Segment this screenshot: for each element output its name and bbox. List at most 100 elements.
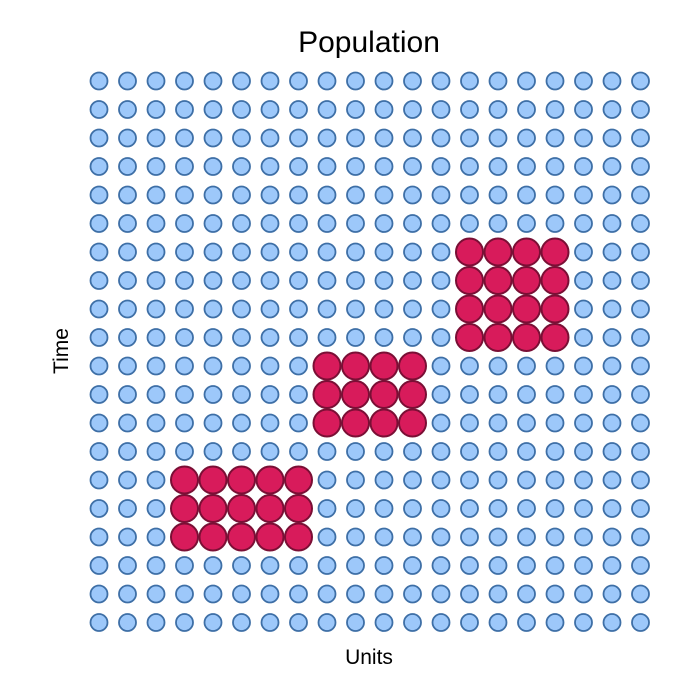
dot [317,185,337,205]
dot [374,556,394,575]
dot [488,100,508,119]
chart-title: Population [298,26,440,59]
dot [289,185,308,205]
dot [431,242,451,262]
dot [317,128,337,148]
dot [545,556,565,575]
dot [460,71,479,91]
dot [374,271,394,290]
dot [545,100,565,119]
dot [232,584,251,604]
dot [260,71,280,91]
dot-grid [89,71,650,632]
dot [631,413,650,433]
dot [545,584,565,604]
dot [317,556,337,575]
dot [488,613,508,632]
highlight-dot [540,323,570,352]
dot [403,613,422,632]
dot [317,584,337,604]
dot [89,299,109,319]
dot [403,185,422,205]
dot [146,185,166,205]
dot [89,100,109,119]
dot [574,157,593,176]
dot [431,584,451,604]
dot [346,214,365,233]
dot [545,613,565,632]
highlight-dot [512,323,541,352]
highlight-dot [540,266,570,295]
highlight-dot [227,465,256,495]
dot [146,271,166,290]
dot [602,185,622,205]
dot [175,328,194,347]
highlight-dot [284,522,313,552]
dot [403,527,422,547]
dot [89,413,109,433]
dot [602,214,622,233]
dot [118,157,137,176]
dot [431,527,451,547]
dot [118,556,137,575]
dot [574,271,593,290]
dot [175,157,194,176]
dot [203,100,223,119]
dot [431,185,451,205]
dot [631,442,650,461]
dot [488,584,508,604]
dot [545,499,565,518]
dot [118,242,137,262]
dot [175,128,194,148]
dot [89,385,109,404]
dot [232,242,251,262]
dot [460,157,479,176]
dot [460,413,479,433]
dot [346,71,365,91]
dot [289,613,308,632]
dot [431,100,451,119]
dot [118,527,137,547]
dot [460,613,479,632]
dot [260,214,280,233]
highlight-dot [198,465,228,495]
dot [403,71,422,91]
dot [118,328,137,347]
dot [431,299,451,319]
dot [488,356,508,376]
dot [602,385,622,404]
dot [232,356,251,376]
dot [517,185,536,205]
dot [431,356,451,376]
dot [460,356,479,376]
dot [631,499,650,518]
dot [118,613,137,632]
dot [374,299,394,319]
dot [289,100,308,119]
dot [574,613,593,632]
dot [602,556,622,575]
dot [260,328,280,347]
dot [460,442,479,461]
dot [517,385,536,404]
dot [146,128,166,148]
dot [488,385,508,404]
highlight-dot [483,266,513,295]
dot [574,100,593,119]
dot [146,157,166,176]
dot [317,157,337,176]
dot [374,71,394,91]
dot [146,71,166,91]
dot [602,242,622,262]
dot [460,499,479,518]
dot [118,128,137,148]
dot [89,527,109,547]
dot [374,214,394,233]
dot [460,100,479,119]
dot [89,584,109,604]
dot [631,299,650,319]
dot [602,128,622,148]
dot [289,271,308,290]
highlight-dot [369,408,399,438]
dot [232,299,251,319]
